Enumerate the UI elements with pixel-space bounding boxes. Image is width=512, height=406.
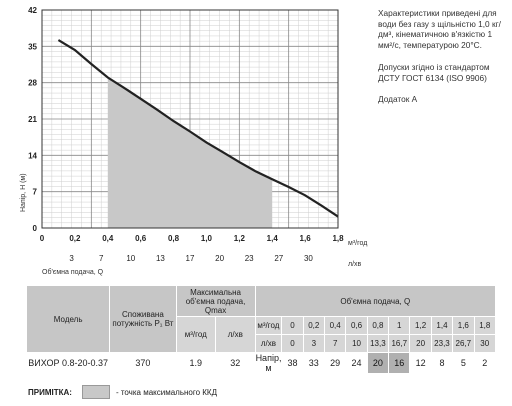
x-lmin-tick-label: 27 (274, 254, 283, 263)
head-label: Напір, м (254, 352, 283, 374)
x-m3-tick-label: 0,2 (69, 234, 81, 243)
head-value-cell: 2 (473, 352, 496, 374)
flow-lmin-cell: 30 (473, 334, 496, 353)
x-axis-m3-unit: м³/год (348, 240, 367, 247)
head-value-cell: 33 (302, 352, 325, 374)
x-axis-label: Об'ємна подача, Q (42, 268, 104, 276)
x-m3-tick-label: 0,6 (135, 234, 147, 243)
footnote-text: - точка максимального ККД (115, 387, 217, 397)
head-value-cell: 20 (366, 352, 390, 374)
flow-m3-cell: 0,6 (345, 316, 368, 335)
y-tick-label: 42 (28, 6, 37, 15)
characteristics-notes: Характеристики приведені для води без га… (378, 8, 510, 114)
flow-lmin-cell: 7 (323, 334, 347, 353)
header-qmax-lmin-unit: л/хв (215, 316, 256, 353)
header-power: Споживана потужність P₁ Вт (109, 285, 177, 353)
flow-lmin-cell: 0 (281, 334, 304, 353)
flow-m3-cell: 1,8 (473, 316, 496, 335)
plot-frame (41, 9, 339, 229)
y-tick-label: 0 (33, 224, 38, 233)
flow-lmin-unit: л/хв (254, 334, 283, 353)
model-data-row: ВИХОР 0.8-20-0.37 370 1.9 32 Напір, м 38… (25, 352, 496, 374)
notes-water-conditions: Характеристики приведені для води без га… (378, 8, 501, 50)
flow-lmin-cell: 3 (302, 334, 325, 353)
flow-m3-row: м³/год л/хв м³/год 0 0,2 0,4 0,6 0,8 1 1,2 1,4 1… (27, 316, 496, 353)
flow-m3-cell: 1 (388, 316, 411, 335)
flow-lmin-cell: 20 (409, 334, 432, 353)
efficiency-shaded-area (107, 77, 273, 228)
x-m3-tick-label: 1,0 (201, 234, 213, 243)
header-qmax-m3-unit: м³/год (175, 316, 217, 353)
x-m3-tick-label: 1,6 (300, 234, 312, 243)
y-axis-label: Напір, H (м) (19, 173, 27, 212)
flow-m3-cell: 0,4 (323, 316, 347, 335)
x-lmin-tick-label: 20 (215, 254, 224, 263)
x-m3-tick-label: 1,2 (234, 234, 246, 243)
header-model: Модель (25, 285, 111, 353)
qmax-m3-value: 1.9 (175, 352, 217, 374)
flow-lmin-cell: 10 (345, 334, 368, 353)
head-flow-curve (57, 39, 339, 218)
flow-m3-cell: 1,2 (409, 316, 432, 335)
head-value-cell: 5 (452, 352, 475, 374)
flow-m3-cell: 0 (281, 316, 304, 335)
power-value: 370 (109, 352, 177, 374)
head-value-cell: 38 (281, 352, 304, 374)
y-tick-label: 14 (28, 151, 37, 160)
flow-m3-cell: 0,8 (366, 316, 390, 335)
flow-lmin-row: л/хв 0 3 7 10 13,3 16,7 20 23,3 26,7 30 (27, 334, 496, 353)
x-m3-tick-label: 0,8 (168, 234, 180, 243)
flow-m3-cell: 1,6 (452, 316, 475, 335)
flow-m3-unit: м³/год (254, 316, 283, 335)
head-value-cell: 16 (388, 352, 411, 374)
x-lmin-tick-label: 30 (304, 254, 313, 263)
notes-appendix: Додаток А (378, 93, 418, 104)
y-tick-label: 21 (28, 115, 37, 124)
x-lmin-tick-label: 10 (126, 254, 135, 263)
x-m3-tick-label: 0 (40, 234, 45, 243)
flow-lmin-cell: 23,3 (430, 334, 454, 353)
max-efficiency-swatch (81, 385, 110, 399)
flow-lmin-cell: 16,7 (388, 334, 411, 353)
x-lmin-tick-label: 17 (186, 254, 195, 263)
x-axis-lmin-ticks: 3 7 10 13 17 20 23 27 30 (69, 254, 313, 263)
x-m3-tick-label: 1,8 (332, 234, 344, 243)
flow-m3-cell: 0,2 (302, 316, 325, 335)
flow-m3-cell: 1,4 (430, 316, 454, 335)
x-m3-tick-label: 1,4 (267, 234, 279, 243)
qmax-lmin-value: 32 (215, 352, 256, 374)
y-tick-label: 28 (28, 79, 37, 88)
x-axis-lmin-unit: л/хв (348, 261, 362, 268)
model-name: ВИХОР 0.8-20-0.37 (25, 352, 111, 374)
y-tick-label: 7 (33, 188, 38, 197)
flow-lmin-cell: 26,7 (452, 334, 475, 353)
head-value-cell: 12 (409, 352, 432, 374)
footnote-label: ПРИМІТКА: (28, 387, 72, 397)
notes-tolerance-standard: Допуски згідно із стандартом ДСТУ ГОСТ 6… (378, 62, 490, 83)
head-value-cell: 29 (323, 352, 347, 374)
flow-lmin-cell: 13,3 (366, 334, 390, 353)
x-axis-m3-ticks: 0 0,2 0,4 0,6 0,8 1,0 1,2 1,4 1,6 1,8 (40, 234, 344, 243)
specification-table: Модель Споживана потужність P₁ Вт Максим… (25, 285, 497, 374)
x-lmin-tick-label: 13 (156, 254, 165, 263)
y-axis-ticks: 0 7 14 21 28 35 42 (28, 6, 37, 233)
head-value-cell: 8 (430, 352, 454, 374)
x-m3-tick-label: 0,4 (102, 234, 114, 243)
footnote: ПРИМІТКА: - точка максимального ККД (28, 385, 217, 399)
x-lmin-tick-label: 3 (69, 254, 74, 263)
pump-curve-chart: 0 7 14 21 28 35 42 0 0,2 0,4 0,6 0,8 1,0 1,2 1,4 1,6 1,… (19, 6, 367, 276)
x-lmin-tick-label: 23 (245, 254, 254, 263)
x-lmin-tick-label: 7 (99, 254, 104, 263)
header-flow: Об'ємна подача, Q (254, 285, 497, 317)
head-value-cell: 24 (345, 352, 368, 374)
y-tick-label: 35 (28, 42, 37, 51)
header-max-flow: Максимальна об'ємна подача, Qmax (175, 285, 256, 317)
